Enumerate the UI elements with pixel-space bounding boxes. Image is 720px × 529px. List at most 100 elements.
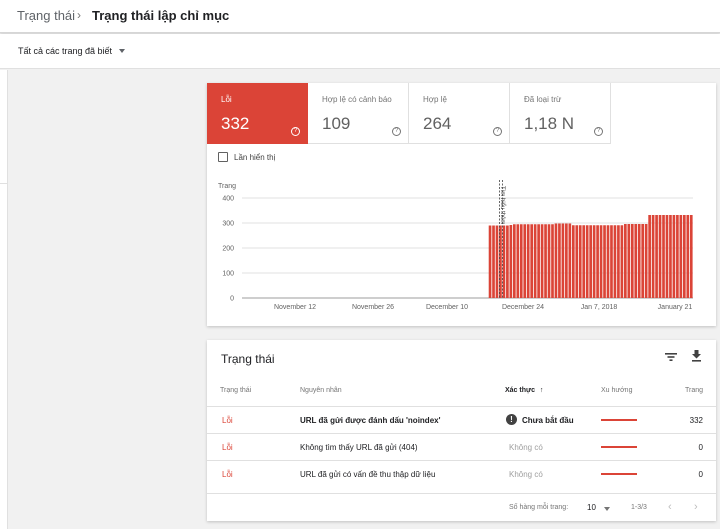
chevron-down-icon[interactable] (119, 49, 125, 53)
bar (488, 225, 492, 298)
y-tick-label: 100 (222, 271, 234, 278)
breadcrumb-parent[interactable]: Trạng thái (17, 8, 76, 23)
column-header-trend[interactable]: Xu hướng (601, 387, 633, 394)
metric-valid-with-warnings[interactable]: Hợp lệ có cảnh báo 109 ? (308, 83, 409, 144)
y-axis-title: Trang (218, 183, 236, 190)
bar (533, 224, 537, 298)
x-tick-label: Jan 7, 2018 (581, 304, 618, 311)
bar (582, 225, 586, 298)
x-tick-label: January 21 (658, 304, 693, 311)
metric-value: 264 (423, 114, 452, 133)
x-tick-label: November 12 (274, 304, 316, 311)
sidebar (0, 70, 8, 529)
table-row[interactable]: Lỗi URL đã gửi có vấn đề thu thập dữ liệ… (207, 460, 716, 487)
bar (613, 225, 617, 298)
pagination-range: 1-3/3 (631, 504, 647, 511)
bar (585, 225, 589, 298)
bar (495, 225, 499, 298)
bar (655, 215, 658, 298)
verify-cell: Chưa bắt đầu (522, 416, 574, 425)
help-icon[interactable]: ? (594, 127, 603, 136)
bar (689, 215, 693, 298)
bar (537, 224, 540, 298)
bar (516, 224, 520, 298)
y-tick-label: 300 (222, 221, 234, 228)
bar (506, 225, 509, 298)
table-row[interactable]: Lỗi Không tìm thấy URL đã gửi (404) Khôn… (207, 433, 716, 460)
bar (651, 215, 655, 298)
bar (662, 215, 665, 298)
status-table-title: Trạng thái (221, 352, 275, 366)
bar (686, 215, 690, 298)
metric-valid[interactable]: Hợp lệ 264 ? (409, 83, 510, 144)
help-icon[interactable]: ? (493, 127, 502, 136)
sidebar-divider (0, 183, 8, 184)
bar (571, 225, 575, 298)
bar (544, 224, 547, 298)
bar (665, 215, 669, 298)
column-header-verify[interactable]: Xác thực ↑ (505, 387, 543, 394)
chevron-down-icon[interactable] (604, 507, 610, 511)
breadcrumb-separator-icon: › (77, 8, 81, 22)
x-tick-label: November 26 (352, 304, 394, 311)
filter-bar: Tất cả các trang đã biết (0, 34, 720, 69)
verify-cell: Không có (509, 470, 543, 479)
bar (554, 223, 558, 298)
pages-cell: 332 (689, 416, 703, 425)
bar (523, 224, 527, 298)
metric-value: 109 (322, 114, 351, 133)
status-cell: Lỗi (222, 470, 233, 479)
status-cell: Lỗi (222, 443, 233, 452)
metric-value: 332 (221, 114, 250, 133)
y-tick-label: 400 (222, 196, 234, 203)
column-header-pages[interactable]: Trang (684, 387, 703, 394)
metric-label: Lỗi (221, 95, 232, 104)
rows-per-page-select[interactable]: 10 (587, 503, 596, 512)
help-icon[interactable]: ? (291, 127, 300, 136)
bar (589, 225, 592, 298)
bar (606, 225, 610, 298)
metric-errors[interactable]: Lỗi 332 ? (207, 83, 308, 144)
pages-cell: 0 (698, 470, 703, 479)
reason-cell: URL đã gửi có vấn đề thu thập dữ liệu (300, 470, 436, 479)
table-row[interactable]: Lỗi URL đã gửi được đánh dấu 'noindex' !… (207, 406, 716, 433)
bar (617, 225, 620, 298)
rows-per-page-label: Số hàng mỗi trang: (509, 504, 569, 511)
column-header-reason[interactable]: Nguyên nhân (300, 387, 342, 394)
bar (637, 224, 641, 298)
chart-annotation[interactable]: Tìm hiểu thêm (499, 180, 506, 298)
bar (679, 215, 683, 298)
status-table-card: Trạng thái Trạng thái Nguyên nhân Xác th… (207, 340, 716, 521)
bar (526, 224, 530, 298)
bar (672, 215, 676, 298)
bar (620, 225, 624, 298)
bar (558, 223, 561, 298)
y-tick-label: 0 (230, 296, 234, 303)
bar (551, 224, 554, 298)
trend-sparkline (601, 473, 637, 475)
trend-sparkline (601, 419, 637, 421)
trend-sparkline (601, 446, 637, 448)
filter-icon[interactable] (665, 352, 677, 362)
bar (530, 224, 534, 298)
metric-label: Đã loại trừ (524, 95, 562, 104)
bar (561, 223, 565, 298)
metric-excluded[interactable]: Đã loại trừ 1,18 N ? (510, 83, 611, 144)
bar (627, 224, 631, 298)
bar (641, 224, 645, 298)
download-icon[interactable] (691, 350, 702, 362)
bar (603, 225, 606, 298)
reason-cell: URL đã gửi được đánh dấu 'noindex' (300, 416, 441, 425)
bar (610, 225, 613, 298)
table-pagination: Số hàng mỗi trang: 10 1-3/3 ‹ › (207, 493, 716, 521)
bar (630, 224, 634, 298)
help-icon[interactable]: ? (392, 127, 401, 136)
bar (634, 224, 638, 298)
page-filter-dropdown[interactable]: Tất cả các trang đã biết (18, 46, 113, 56)
impressions-checkbox[interactable] (218, 152, 228, 162)
next-page-icon[interactable]: › (694, 501, 698, 513)
top-bar: Trạng thái › Trạng thái lập chỉ mục (0, 0, 720, 33)
impressions-label: Lần hiển thị (234, 153, 276, 162)
previous-page-icon[interactable]: ‹ (668, 501, 672, 513)
column-header-status[interactable]: Trạng thái (220, 387, 252, 394)
